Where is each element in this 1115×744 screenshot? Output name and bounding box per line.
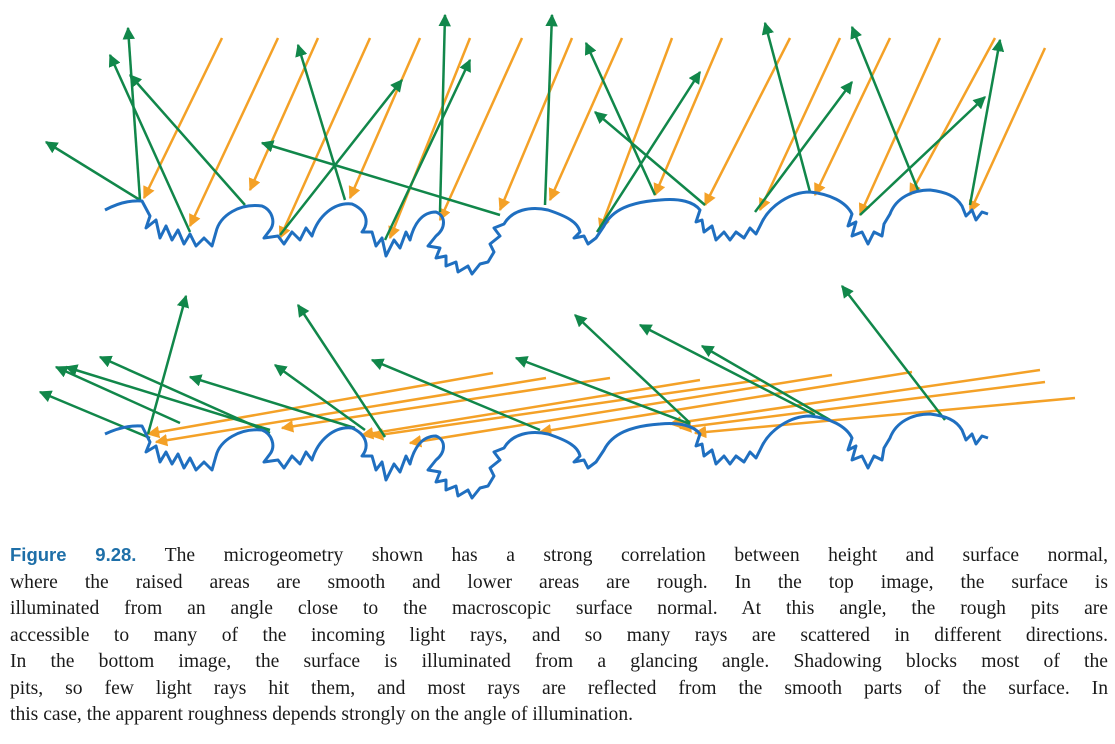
reflected-ray bbox=[584, 41, 657, 196]
incoming-ray bbox=[370, 378, 761, 441]
surface-profile-top bbox=[104, 188, 989, 276]
reflected-ray bbox=[296, 303, 387, 438]
incoming-ray bbox=[858, 37, 942, 217]
incoming-ray bbox=[908, 37, 997, 197]
incoming-ray bbox=[653, 37, 724, 197]
incoming-ray bbox=[360, 378, 701, 440]
incoming-ray bbox=[758, 37, 842, 212]
reflected-ray bbox=[273, 363, 366, 432]
incoming-ray bbox=[703, 37, 792, 207]
incoming-rays-top bbox=[142, 37, 1047, 240]
reflected-ray bbox=[700, 344, 831, 422]
incoming-ray bbox=[693, 396, 1076, 439]
incoming-ray bbox=[678, 380, 1046, 433]
reflected-ray bbox=[543, 13, 558, 206]
reflected-ray bbox=[968, 38, 1005, 206]
microgeometry-figure bbox=[38, 13, 1076, 500]
caption-line: where the raised areas are smooth and lo… bbox=[10, 571, 1108, 593]
surface-profile-bottom bbox=[104, 412, 989, 500]
caption-text: The microgeometry shown has a strong cor… bbox=[136, 545, 1108, 566]
reflected-rays-bottom bbox=[38, 285, 946, 440]
reflected-ray bbox=[146, 294, 190, 435]
reflected-ray bbox=[753, 80, 854, 213]
reflected-ray bbox=[188, 374, 356, 430]
incoming-ray bbox=[548, 37, 624, 202]
reflected-ray bbox=[98, 355, 271, 435]
incoming-ray bbox=[968, 47, 1047, 214]
reflected-ray bbox=[514, 356, 691, 426]
incoming-ray bbox=[348, 37, 422, 200]
caption-line: In the bottom image, the surface is illu… bbox=[10, 651, 1108, 672]
reflected-ray bbox=[859, 96, 986, 216]
reflected-ray bbox=[54, 365, 181, 425]
caption-line: illuminated from an angle close to the m… bbox=[10, 598, 1108, 619]
reflected-ray bbox=[260, 140, 501, 217]
incoming-ray bbox=[280, 376, 611, 433]
reflected-ray bbox=[594, 111, 706, 206]
reflected-ray bbox=[574, 314, 691, 424]
incoming-ray bbox=[142, 37, 224, 200]
reflected-ray bbox=[279, 79, 403, 236]
top-panel bbox=[44, 13, 1047, 276]
reflected-ray bbox=[595, 70, 702, 233]
reflected-ray bbox=[850, 25, 920, 191]
reflected-ray bbox=[64, 364, 271, 432]
bottom-panel bbox=[38, 285, 1076, 500]
incoming-ray bbox=[388, 37, 472, 240]
reflected-ray bbox=[44, 140, 141, 202]
reflected-ray bbox=[761, 21, 812, 193]
incoming-ray bbox=[146, 371, 494, 439]
reflected-rays-top bbox=[44, 13, 1005, 241]
reflected-ray bbox=[129, 74, 246, 206]
caption-line: Figure 9.28. The microgeometry shown has… bbox=[10, 542, 1108, 570]
reflected-ray bbox=[295, 43, 347, 201]
reflected-ray bbox=[841, 285, 946, 421]
reflected-ray bbox=[383, 58, 472, 241]
caption-line: pits, so few light rays hit them, and mo… bbox=[10, 677, 1108, 699]
incoming-ray bbox=[188, 37, 280, 228]
incoming-ray bbox=[248, 37, 320, 192]
incoming-rays-bottom bbox=[146, 368, 1076, 448]
reflected-ray bbox=[108, 53, 192, 233]
incoming-ray bbox=[668, 368, 1041, 429]
reflected-ray bbox=[370, 358, 541, 432]
reflected-ray bbox=[38, 390, 151, 440]
incoming-ray bbox=[598, 37, 674, 232]
caption-line: this case, the apparent roughness depend… bbox=[10, 704, 634, 725]
caption-line: accessible to many of the incoming light… bbox=[10, 624, 1108, 646]
figure-label: Figure 9.28. bbox=[10, 544, 137, 565]
incoming-ray bbox=[498, 37, 574, 212]
figure-caption: Figure 9.28. The microgeometry shown has… bbox=[10, 542, 1108, 729]
incoming-ray bbox=[438, 37, 524, 222]
reflected-ray bbox=[438, 13, 451, 213]
incoming-ray bbox=[538, 370, 913, 437]
incoming-ray bbox=[154, 376, 547, 447]
incoming-ray bbox=[813, 37, 892, 197]
reflected-ray bbox=[122, 26, 142, 201]
reflected-ray bbox=[638, 323, 816, 417]
